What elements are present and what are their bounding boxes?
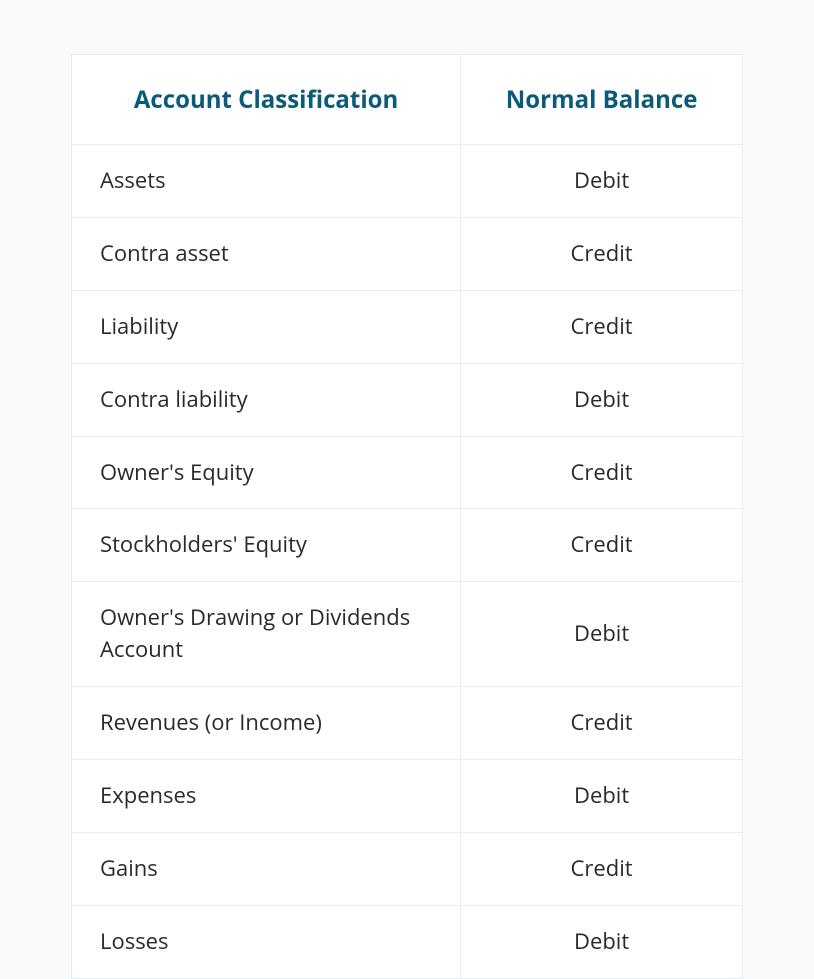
cell-balance: Debit [461,582,743,687]
cell-account: Contra liability [72,363,461,436]
cell-balance: Credit [461,217,743,290]
table-row: Owner's Equity Credit [72,436,743,509]
cell-account: Owner's Drawing or Dividends Account [72,582,461,687]
table-row: Owner's Drawing or Dividends Account Deb… [72,582,743,687]
cell-account: Contra asset [72,217,461,290]
cell-balance: Credit [461,509,743,582]
table-row: Contra liability Debit [72,363,743,436]
cell-balance: Credit [461,832,743,905]
cell-balance: Debit [461,145,743,218]
cell-balance: Debit [461,760,743,833]
cell-account: Gains [72,832,461,905]
column-header-balance: Normal Balance [461,55,743,145]
table-row: Liability Credit [72,290,743,363]
account-classification-table: Account Classification Normal Balance As… [71,54,743,979]
column-header-account: Account Classification [72,55,461,145]
table-row: Gains Credit [72,832,743,905]
cell-balance: Credit [461,687,743,760]
table-row: Contra asset Credit [72,217,743,290]
cell-balance: Debit [461,905,743,978]
cell-account: Owner's Equity [72,436,461,509]
cell-balance: Debit [461,363,743,436]
table-header-row: Account Classification Normal Balance [72,55,743,145]
table-row: Losses Debit [72,905,743,978]
cell-account: Assets [72,145,461,218]
cell-balance: Credit [461,436,743,509]
cell-account: Liability [72,290,461,363]
table-row: Expenses Debit [72,760,743,833]
cell-account: Stockholders' Equity [72,509,461,582]
cell-account: Losses [72,905,461,978]
cell-balance: Credit [461,290,743,363]
table-row: Revenues (or Income) Credit [72,687,743,760]
cell-account: Expenses [72,760,461,833]
table-row: Stockholders' Equity Credit [72,509,743,582]
table-row: Assets Debit [72,145,743,218]
cell-account: Revenues (or Income) [72,687,461,760]
